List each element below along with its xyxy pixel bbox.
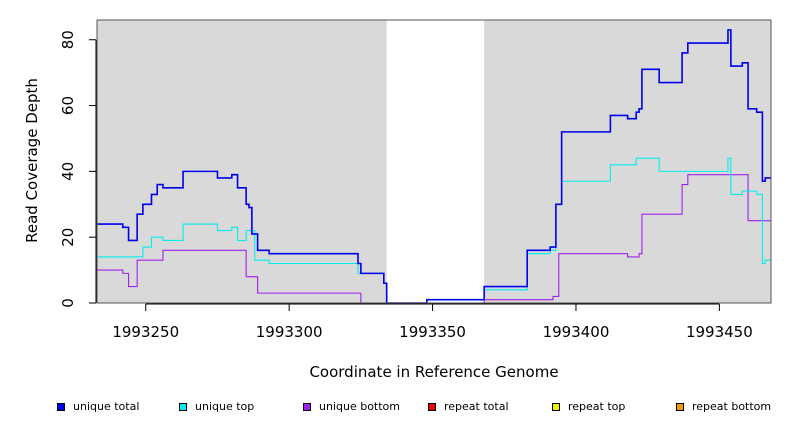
y-tick-label: 80 [59,30,77,49]
legend-label: repeat bottom [692,400,772,413]
legend-swatch [552,402,560,411]
y-tick-label: 40 [59,162,77,181]
legend-item-unique-top: unique top [179,400,254,413]
x-tick-label: 1993450 [686,323,753,341]
x-axis-title: Coordinate in Reference Genome [309,363,558,381]
legend-swatch [676,402,684,411]
series-line-unique-total [97,29,771,304]
legend-label: unique bottom [319,400,401,413]
plot-frame [96,19,772,304]
y-axis-title: Read Coverage Depth [23,78,41,243]
x-tick-label: 1993250 [112,323,179,341]
legend-label: unique top [195,400,255,413]
series-line-unique-bottom [97,174,771,304]
legend-label: unique total [73,400,140,413]
x-axis: 1993250 1993300 1993350 1993400 1993450 [112,303,753,341]
legend: unique total unique top unique bottom repea… [0,400,792,420]
shaded-regions [97,20,771,303]
legend-item-repeat-top: repeat top [552,400,625,413]
legend-swatch [428,402,436,411]
legend-item-repeat-total: repeat total [428,400,509,413]
x-tick-label: 1993300 [256,323,323,341]
x-tick-label: 1993400 [543,323,610,341]
legend-item-unique-bottom: unique bottom [303,400,400,413]
y-tick-label: 0 [59,298,77,308]
legend-label: repeat top [568,400,626,413]
legend-swatch [179,402,187,411]
y-tick-label: 60 [59,96,77,115]
legend-item-unique-total: unique total [57,400,139,413]
legend-label: repeat total [444,400,509,413]
legend-swatch [57,402,65,411]
shaded-region-0 [97,20,387,303]
legend-swatch [303,402,311,411]
legend-item-repeat-bottom: repeat bottom [676,400,771,413]
x-tick-label: 1993350 [399,323,466,341]
y-axis: 0 20 40 60 80 [59,30,97,308]
y-tick-label: 20 [59,228,77,247]
